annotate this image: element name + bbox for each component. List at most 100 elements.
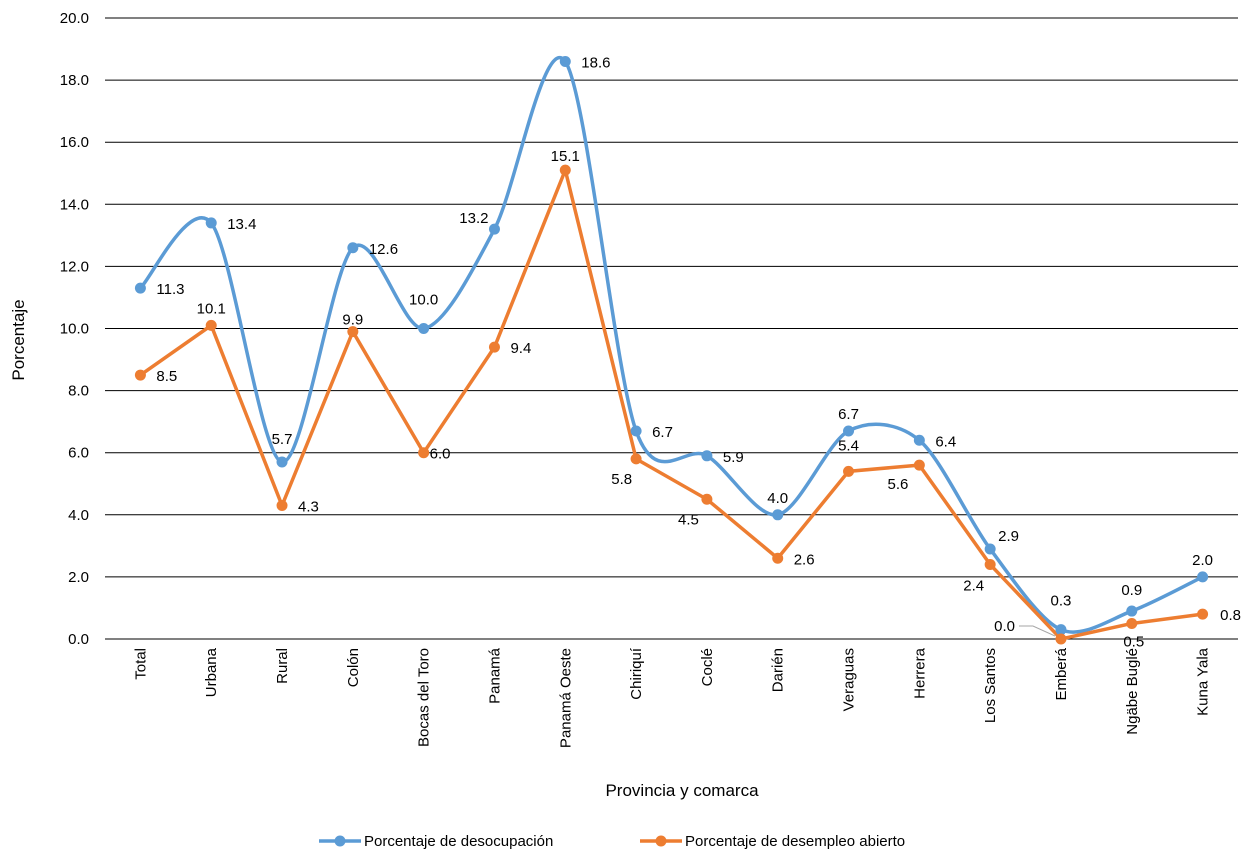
x-axis-title: Provincia y comarca: [605, 781, 759, 800]
data-label: 4.5: [678, 511, 699, 528]
series-point-desocupacion: [205, 217, 217, 229]
x-tick-label: Total: [132, 648, 149, 680]
data-label: 2.0: [1192, 552, 1213, 569]
y-tick-label: 6.0: [68, 445, 89, 462]
x-tick-label: Los Santos: [982, 648, 999, 723]
data-label: 5.9: [723, 449, 744, 466]
series-point-desocupacion: [134, 282, 146, 294]
label-leader-line: [1018, 625, 1056, 637]
y-tick-label: 16.0: [60, 134, 89, 151]
series-point-desocupacion: [772, 509, 784, 521]
data-label: 2.4: [963, 577, 984, 594]
series-point-desempleo-abierto: [418, 447, 430, 459]
data-label: 6.7: [652, 424, 673, 441]
data-label: 13.2: [459, 210, 488, 227]
series-point-desocupacion: [701, 450, 713, 462]
gridlines: [105, 17, 1238, 640]
series-line-desocupacion: [139, 56, 1204, 634]
data-label: 6.4: [935, 433, 956, 450]
series-point-desocupacion: [347, 242, 359, 254]
series-point-desempleo-abierto: [984, 558, 996, 570]
data-label: 15.1: [551, 148, 580, 165]
y-tick-label: 18.0: [60, 72, 89, 89]
series-point-desocupacion: [1126, 605, 1138, 617]
legend-swatch-marker: [334, 835, 346, 847]
data-label: 4.0: [767, 490, 788, 507]
series-point-desocupacion: [1055, 624, 1067, 636]
series-point-desocupacion: [984, 543, 996, 555]
y-tick-label: 10.0: [60, 321, 89, 338]
y-tick-label: 12.0: [60, 258, 89, 275]
data-label: 0.3: [1051, 593, 1072, 610]
series-point-desocupacion: [276, 456, 288, 468]
data-label: 10.0: [409, 292, 438, 309]
y-tick-label: 20.0: [60, 10, 89, 27]
data-label: 5.8: [611, 471, 632, 488]
series-point-desempleo-abierto: [1126, 617, 1138, 629]
series-point-desempleo-abierto: [347, 326, 359, 338]
data-label: 0.0: [994, 618, 1015, 635]
data-label: 2.9: [998, 528, 1019, 545]
y-tick-label: 0.0: [68, 631, 89, 648]
data-label: 9.9: [342, 312, 363, 329]
data-label: 18.6: [581, 54, 610, 71]
data-label: 10.1: [197, 300, 226, 317]
series-point-desocupacion: [559, 55, 571, 67]
data-labels-layer: 11.3 13.4 5.7 12.6 10.0 13.2 18.6 6.7 5.9 4.0 6.7 6…: [156, 54, 1241, 650]
series-point-desempleo-abierto: [488, 341, 500, 353]
x-tick-label: Darién: [770, 648, 787, 692]
series-point-desocupacion: [913, 434, 925, 446]
data-label: 13.4: [227, 216, 256, 233]
series-point-desempleo-abierto: [1197, 608, 1209, 620]
series-point-desempleo-abierto: [559, 164, 571, 176]
x-axis-ticks: Total Urbana Rural Colón Bocas del Toro Panam…: [132, 647, 1211, 748]
legend-swatch-marker: [655, 835, 667, 847]
data-label: 6.7: [838, 406, 859, 423]
x-tick-label: Emberá: [1053, 647, 1070, 700]
series-point-desempleo-abierto: [205, 319, 217, 331]
series-point-desocupacion: [1197, 571, 1209, 583]
x-tick-label: Rural: [274, 648, 291, 684]
series-point-desocupacion: [488, 223, 500, 235]
data-label: 0.5: [1123, 633, 1144, 650]
data-label: 4.3: [298, 498, 319, 515]
y-tick-label: 8.0: [68, 383, 89, 400]
y-axis-ticks: 0.0 2.0 4.0 6.0 8.0 10.0 12.0 14.0 16.0 18.0 20.0: [60, 10, 89, 648]
legend: Porcentaje de desocupación Porcentaje de …: [319, 833, 905, 850]
series-point-desempleo-abierto: [701, 493, 713, 505]
data-label: 2.6: [794, 551, 815, 568]
x-tick-label: Colón: [345, 648, 362, 687]
series-point-desempleo-abierto: [630, 453, 642, 465]
x-tick-label: Coclé: [699, 648, 716, 686]
data-label: 9.4: [510, 340, 531, 357]
legend-label: Porcentaje de desempleo abierto: [685, 833, 905, 850]
series-point-desocupacion: [843, 425, 855, 437]
data-label: 5.4: [838, 437, 859, 454]
series-layer: [134, 55, 1209, 645]
x-tick-label: Urbana: [203, 647, 220, 697]
y-tick-label: 2.0: [68, 569, 89, 586]
x-tick-label: Ngäbe Buglé: [1124, 648, 1141, 735]
x-tick-label: Panamá: [486, 647, 503, 704]
y-axis-title: Porcentaje: [9, 299, 28, 380]
x-tick-label: Kuna Yala: [1195, 647, 1212, 715]
y-tick-label: 4.0: [68, 507, 89, 524]
x-tick-label: Herrera: [911, 647, 928, 699]
series-line-desempleo-abierto: [139, 164, 1203, 641]
legend-label: Porcentaje de desocupación: [364, 833, 553, 850]
x-tick-label: Bocas del Toro: [416, 648, 433, 747]
data-label: 5.7: [272, 431, 293, 448]
x-tick-label: Panamá Oeste: [557, 648, 574, 748]
series-point-desocupacion: [630, 425, 642, 437]
series-point-desempleo-abierto: [1055, 633, 1067, 645]
x-tick-label: Chiriquí: [628, 647, 645, 700]
series-point-desempleo-abierto: [134, 369, 146, 381]
data-label: 0.9: [1121, 582, 1142, 599]
x-tick-label: Veraguas: [841, 648, 858, 711]
data-label: 5.6: [887, 476, 908, 493]
data-label: 8.5: [156, 368, 177, 385]
data-label: 11.3: [156, 281, 184, 298]
series-point-desocupacion: [418, 323, 430, 334]
data-label: 6.0: [430, 446, 451, 463]
